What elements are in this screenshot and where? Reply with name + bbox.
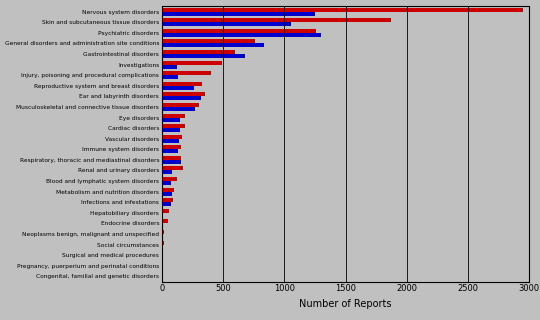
Bar [162, 234, 163, 238]
Bar [162, 244, 163, 249]
Bar [162, 71, 211, 75]
Bar [162, 12, 315, 16]
X-axis label: Number of Reports: Number of Reports [299, 299, 392, 309]
Bar [162, 171, 172, 174]
Bar [162, 166, 183, 171]
Bar [162, 255, 163, 259]
Bar [162, 82, 202, 86]
Bar [162, 272, 163, 276]
Bar [162, 75, 178, 79]
Bar [162, 241, 164, 244]
Bar [162, 145, 181, 149]
Bar [162, 54, 245, 58]
Bar [162, 107, 195, 111]
Bar [162, 209, 168, 213]
Bar [162, 230, 165, 234]
Bar [162, 8, 523, 12]
Bar [162, 156, 181, 160]
Bar [162, 251, 164, 255]
Bar [162, 22, 291, 26]
Bar [162, 33, 321, 37]
Bar [162, 18, 391, 22]
Bar [162, 96, 201, 100]
Bar [162, 65, 177, 68]
Bar [162, 114, 185, 117]
Bar [162, 50, 235, 54]
Bar [162, 181, 171, 185]
Bar [162, 223, 163, 228]
Bar [162, 213, 163, 217]
Bar [162, 149, 178, 153]
Bar [162, 135, 182, 139]
Bar [162, 188, 174, 192]
Bar [162, 220, 167, 223]
Bar [162, 117, 180, 122]
Bar [162, 60, 222, 65]
Bar [162, 262, 164, 266]
Bar [162, 103, 199, 107]
Bar [162, 92, 205, 96]
Bar [162, 202, 171, 206]
Bar [162, 44, 264, 47]
Bar [162, 276, 163, 280]
Bar [162, 177, 177, 181]
Bar [162, 128, 180, 132]
Bar [162, 139, 179, 143]
Bar [162, 29, 316, 33]
Bar [162, 160, 181, 164]
Bar [162, 124, 185, 128]
Bar [162, 39, 255, 44]
Bar [162, 198, 173, 202]
Bar [162, 266, 163, 270]
Bar [162, 192, 172, 196]
Bar [162, 86, 194, 90]
